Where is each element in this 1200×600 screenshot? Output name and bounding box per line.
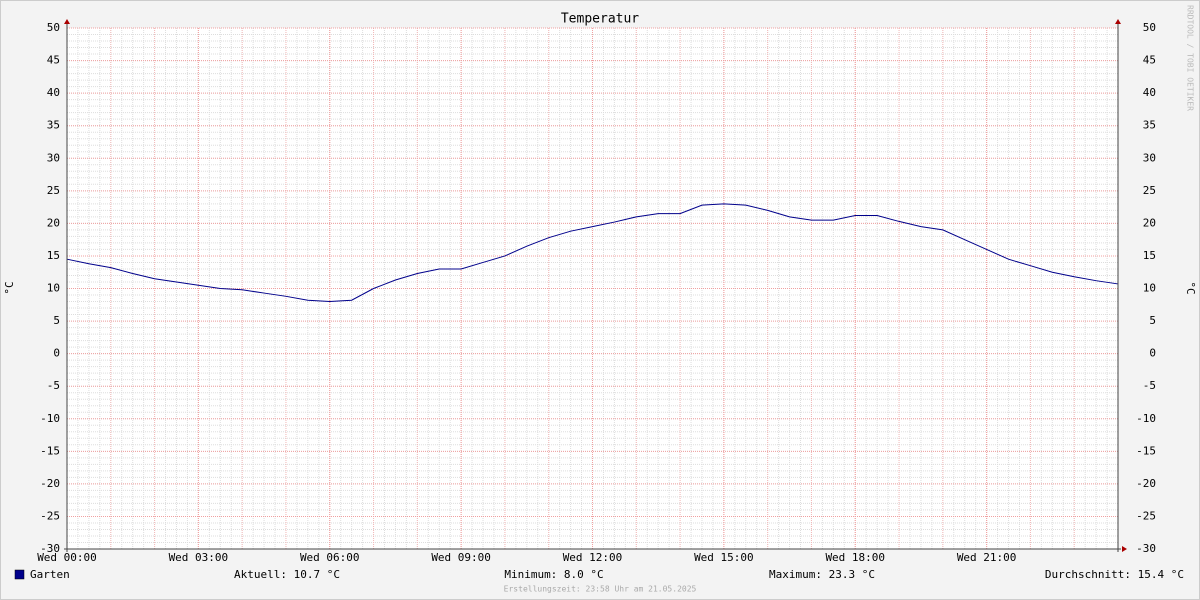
y2-tick-label: 10: [1143, 282, 1156, 295]
y2-tick-label: 30: [1143, 151, 1156, 164]
x-tick-label: Wed 12:00: [563, 551, 623, 564]
x-tick-label: Wed 03:00: [169, 551, 229, 564]
y2-tick-label: 50: [1143, 21, 1156, 34]
y-tick-label: 5: [53, 314, 60, 327]
y2-tick-label: -10: [1136, 412, 1156, 425]
y-tick-label: 0: [53, 347, 60, 360]
x-tick-label: Wed 21:00: [957, 551, 1017, 564]
arrow: [64, 19, 70, 24]
y-tick-label: 35: [47, 119, 60, 132]
y-tick-label: -30: [40, 542, 60, 555]
arrow: [1122, 546, 1127, 552]
stat: Minimum: 8.0 °C: [504, 568, 603, 581]
marks: [66, 203, 1119, 303]
y2-tick-label: -30: [1136, 542, 1156, 555]
arrow: [1115, 19, 1121, 24]
y-tick-label: -20: [40, 477, 60, 490]
y2-tick-label: -15: [1136, 444, 1156, 457]
stat: Maximum: 23.3 °C: [769, 568, 875, 581]
y2-tick-label: 45: [1143, 54, 1156, 67]
y-tick-label: 30: [47, 151, 60, 164]
line-series: [66, 203, 1119, 303]
y2-axis-label: °C: [1184, 281, 1197, 294]
grid: [66, 27, 1119, 550]
y-tick-label: -5: [47, 379, 60, 392]
y2-tick-label: 35: [1143, 119, 1156, 132]
y-tick-label: -10: [40, 412, 60, 425]
watermark: RRDTOOL / TOBI OETIKER: [1186, 5, 1195, 111]
y-tick-label: 45: [47, 54, 60, 67]
footer: Erstellungszeit: 23:58 Uhr am 21.05.2025: [504, 585, 697, 594]
y-tick-label: 25: [47, 184, 60, 197]
y2-tick-label: -5: [1143, 379, 1156, 392]
y2-tick-label: 40: [1143, 86, 1156, 99]
x-tick-label: Wed 09:00: [431, 551, 491, 564]
chart-title: Temperatur: [561, 12, 639, 27]
y2-tick-label: -25: [1136, 509, 1156, 522]
stat: Durchschnitt: 15.4 °C: [1045, 568, 1184, 581]
y2-tick-label: 25: [1143, 184, 1156, 197]
x-tick-label: Wed 06:00: [300, 551, 360, 564]
y2-tick-label: 5: [1149, 314, 1156, 327]
y2-tick-label: -20: [1136, 477, 1156, 490]
y-tick-label: 40: [47, 86, 60, 99]
y-tick-label: 50: [47, 21, 60, 34]
stat: Aktuell: 10.7 °C: [234, 568, 340, 581]
x-tick-label: Wed 18:00: [825, 551, 885, 564]
x-tick-label: Wed 00:00: [37, 551, 97, 564]
y2-tick-label: 0: [1149, 347, 1156, 360]
legend-label: Garten: [30, 568, 70, 581]
y-tick-label: 20: [47, 216, 60, 229]
y2-tick-label: 20: [1143, 216, 1156, 229]
y-tick-label: 15: [47, 249, 60, 262]
legend-swatch: [14, 569, 25, 580]
y-tick-label: -15: [40, 444, 60, 457]
y-axis-label: °C: [3, 281, 16, 294]
y2-tick-label: 15: [1143, 249, 1156, 262]
y-tick-label: 10: [47, 282, 60, 295]
y-tick-label: -25: [40, 509, 60, 522]
x-tick-label: Wed 15:00: [694, 551, 754, 564]
